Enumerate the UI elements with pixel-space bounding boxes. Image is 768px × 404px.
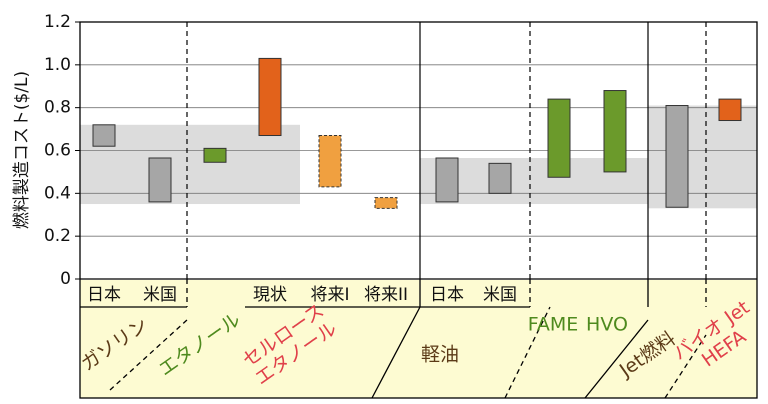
- x-tick-label: 現状: [253, 285, 287, 305]
- x-tick-label: 将来I: [310, 285, 349, 305]
- range-bar: [203, 147, 227, 163]
- range-bar: [718, 98, 742, 122]
- range-bar: [148, 157, 172, 203]
- y-tick-label: 0.4: [44, 183, 71, 203]
- y-tick-label: 0.2: [44, 226, 71, 246]
- y-tick-label: 0: [60, 269, 71, 289]
- y-tick-label: 1.0: [44, 55, 71, 75]
- range-bar: [665, 105, 689, 208]
- range-bar: [318, 135, 342, 188]
- y-tick-label: 0.8: [44, 98, 71, 118]
- range-bar: [435, 157, 459, 203]
- divider: [371, 306, 421, 399]
- label-area: [80, 280, 757, 398]
- group-label: 軽油: [421, 344, 459, 366]
- range-bar: [603, 90, 627, 173]
- range-bar: [488, 162, 512, 194]
- x-tick-label: 日本: [87, 285, 121, 305]
- plot-frame: [79, 21, 758, 399]
- x-tick-label: 日本: [430, 285, 464, 305]
- group-label: HVO: [586, 314, 628, 336]
- x-tick-label: 米国: [483, 285, 517, 305]
- range-bar: [92, 124, 116, 147]
- divider: [584, 319, 649, 399]
- divider: [664, 334, 707, 399]
- group-label: FAME: [528, 314, 579, 336]
- reference-band: [80, 124, 300, 205]
- x-tick-label: 将来II: [364, 285, 408, 305]
- y-tick-label: 1.2: [44, 12, 71, 32]
- range-bar: [547, 98, 571, 178]
- range-bar: [374, 197, 398, 209]
- x-tick-label: 米国: [143, 285, 177, 305]
- y-axis-label: 燃料製造コスト($/L): [12, 71, 32, 229]
- divider: [504, 306, 551, 399]
- range-bar: [258, 57, 282, 137]
- y-tick-label: 0.6: [44, 141, 71, 161]
